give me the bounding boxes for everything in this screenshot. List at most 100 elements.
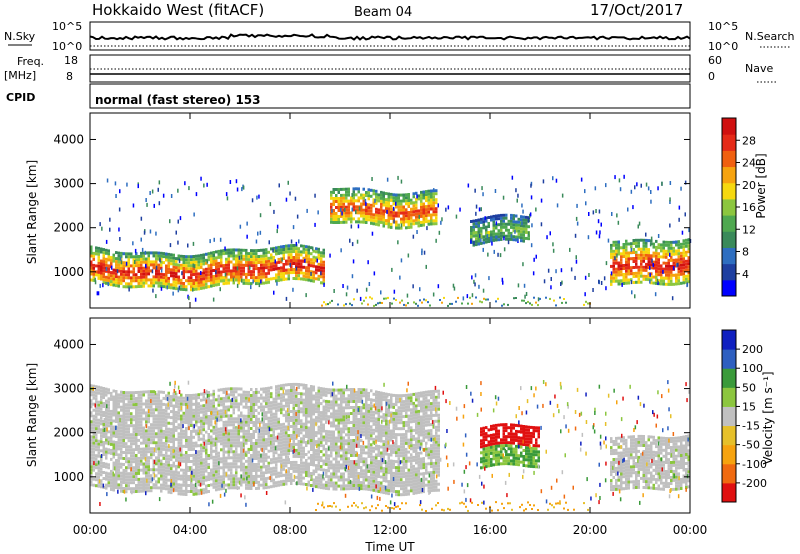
- heatmap-cell: [632, 248, 635, 251]
- heatmap-cell: [520, 215, 523, 219]
- heatmap-ground: [523, 299, 525, 302]
- heatmap-cell: [212, 407, 215, 411]
- heatmap-cell: [117, 444, 120, 448]
- heatmap-cell: [145, 257, 148, 261]
- heatmap-cell: [90, 251, 93, 255]
- heatmap-cell: [435, 198, 438, 202]
- heatmap-cell: [207, 279, 210, 283]
- heatmap-cell: [215, 250, 218, 254]
- heatmap-cell: [615, 270, 618, 274]
- heatmap-cell: [157, 417, 160, 421]
- heatmap-cell: [242, 254, 245, 258]
- heatmap-cell: [200, 410, 203, 414]
- heatmap-cell: [312, 421, 315, 425]
- heatmap-cell: [497, 217, 500, 221]
- heatmap-cell: [120, 251, 123, 255]
- heatmap-cell: [687, 274, 690, 278]
- heatmap-speckle: [479, 233, 481, 238]
- heatmap-cell: [307, 402, 310, 406]
- heatmap-speckle: [619, 187, 622, 192]
- heatmap-cell: [147, 417, 150, 421]
- heatmap-speckle: [647, 186, 650, 191]
- heatmap-ground: [331, 299, 333, 302]
- heatmap-cell: [237, 438, 240, 442]
- heatmap-cell: [405, 196, 408, 200]
- heatmap-cell: [110, 274, 113, 278]
- velocity-heatmap: [90, 380, 690, 512]
- heatmap-cell: [250, 412, 253, 415]
- heatmap-cell: [182, 282, 185, 285]
- heatmap-cell: [200, 280, 203, 284]
- heatmap-cell: [187, 424, 190, 427]
- heatmap-cell: [190, 288, 193, 292]
- heatmap-cell: [130, 270, 133, 274]
- heatmap-cell: [210, 275, 213, 279]
- heatmap-cell: [95, 391, 98, 395]
- heatmap-cell: [130, 279, 133, 283]
- heatmap-cell: [217, 273, 220, 277]
- heatmap-cell: [297, 386, 300, 389]
- heatmap-cell: [140, 450, 143, 454]
- heatmap-ground: [345, 303, 347, 306]
- heatmap-cell: [172, 425, 175, 429]
- heatmap-cell: [177, 411, 180, 415]
- heatmap-cell: [232, 450, 235, 454]
- heatmap-speckle: [155, 231, 157, 236]
- heatmap-cell: [147, 429, 150, 433]
- heatmap-cell: [160, 435, 163, 439]
- heatmap-cell: [275, 261, 278, 265]
- heatmap-speckle: [522, 262, 524, 267]
- colorbar-tick-label: 16: [742, 201, 756, 214]
- heatmap-cell: [130, 391, 133, 395]
- heatmap-cell: [675, 279, 678, 283]
- heatmap-cell: [640, 274, 643, 278]
- heatmap-cell: [407, 214, 410, 217]
- heatmap-cell: [200, 473, 203, 477]
- heatmap-speckle: [530, 183, 532, 188]
- heatmap-cell: [122, 285, 125, 289]
- heatmap-speckle: [445, 207, 447, 212]
- heatmap-cell: [177, 432, 180, 436]
- heatmap-cell: [292, 412, 295, 416]
- heatmap-cell: [290, 271, 293, 275]
- heatmap-cell: [297, 440, 300, 443]
- heatmap-ground: [495, 300, 497, 303]
- heatmap-cell: [120, 438, 123, 442]
- colorbar-swatch: [722, 150, 736, 168]
- heatmap-cell: [297, 464, 300, 467]
- heatmap-cell: [245, 480, 248, 484]
- heatmap-cell: [685, 280, 688, 284]
- heatmap-cell: [482, 220, 485, 224]
- heatmap-cell: [110, 469, 113, 473]
- heatmap-cell: [125, 276, 128, 280]
- heatmap-cell: [165, 487, 168, 491]
- heatmap-cell: [655, 254, 658, 258]
- heatmap-cell: [677, 246, 680, 250]
- heatmap-cell: [172, 428, 175, 432]
- heatmap-cell: [337, 188, 340, 191]
- heatmap-speckle: [200, 271, 202, 275]
- heatmap-cell: [170, 398, 173, 402]
- heatmap-cell: [207, 285, 210, 289]
- heatmap-cell: [232, 396, 235, 400]
- heatmap-cell: [317, 256, 320, 260]
- heatmap-cell: [282, 437, 285, 441]
- heatmap-cell: [622, 249, 625, 252]
- heatmap-cell: [217, 403, 220, 407]
- heatmap-ground: [351, 304, 353, 307]
- heatmap-cell: [97, 255, 100, 259]
- heatmap-speckle: [650, 190, 652, 194]
- heatmap-cell: [302, 398, 305, 402]
- heatmap-cell: [197, 284, 200, 288]
- heatmap-cell: [512, 229, 515, 233]
- heatmap-cell: [492, 226, 495, 230]
- heatmap-cell: [680, 281, 683, 285]
- heatmap-cell: [230, 432, 233, 436]
- heatmap-cell: [245, 399, 248, 403]
- heatmap-cell: [495, 235, 498, 239]
- heatmap-cell: [275, 267, 278, 271]
- heatmap-cell: [92, 396, 95, 400]
- heatmap-cell: [292, 424, 295, 428]
- heatmap-cell: [285, 464, 288, 468]
- heatmap-cell: [377, 211, 380, 215]
